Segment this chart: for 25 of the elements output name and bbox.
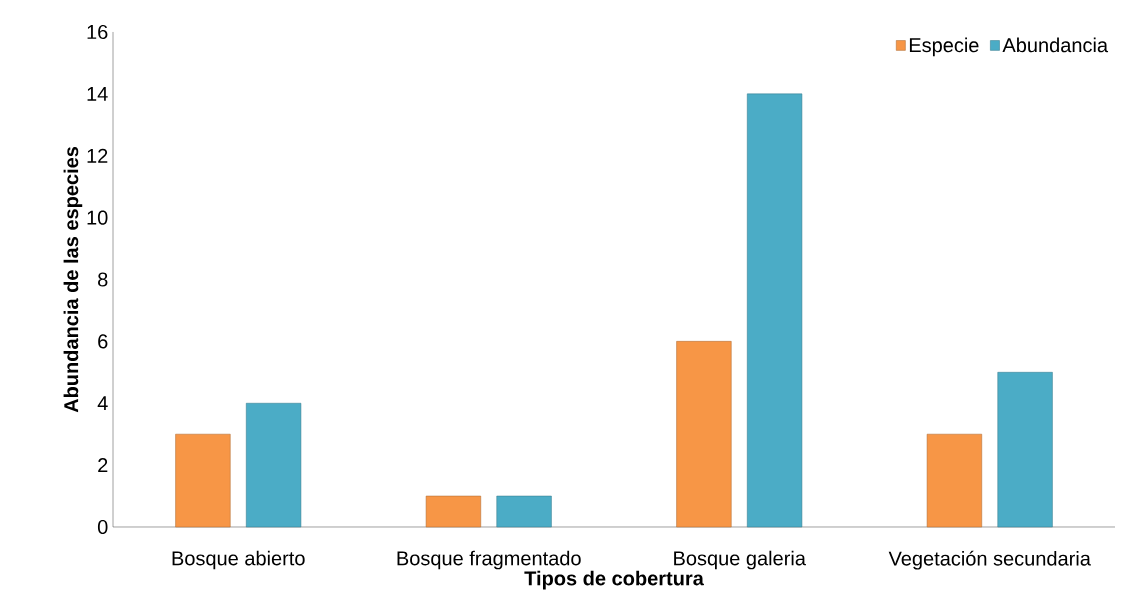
x-tick-label: Bosque fragmentado [397, 550, 581, 570]
y-tick-label: 16 [87, 24, 108, 40]
bar [676, 341, 732, 528]
bar [245, 402, 302, 528]
bar [175, 433, 231, 528]
bar [997, 372, 1053, 528]
bar [425, 495, 482, 528]
y-tick-label: 12 [87, 148, 108, 163]
y-tick-label: 0 [97, 519, 108, 535]
legend-label: Abundancia [1002, 37, 1109, 53]
bar [496, 495, 552, 528]
y-axis-title: Abundancia de las especies [63, 146, 83, 413]
y-tick-label: 8 [98, 272, 108, 287]
y-tick-label: 4 [97, 396, 108, 411]
y-tick-label: 2 [98, 458, 108, 473]
legend-label: Especie [909, 37, 979, 57]
y-tick-label: 14 [87, 86, 108, 101]
x-tick-label: Bosque abierto [172, 550, 305, 570]
y-tick-label: 6 [98, 334, 108, 349]
x-axis-title: Tipos de cobertura [524, 570, 704, 590]
x-tick-label: Bosque galeria [674, 550, 806, 570]
bar [746, 93, 803, 528]
bar [926, 433, 983, 528]
x-tick-label: Vegetación secundaria [888, 550, 1091, 570]
y-tick-label: 10 [87, 210, 108, 225]
